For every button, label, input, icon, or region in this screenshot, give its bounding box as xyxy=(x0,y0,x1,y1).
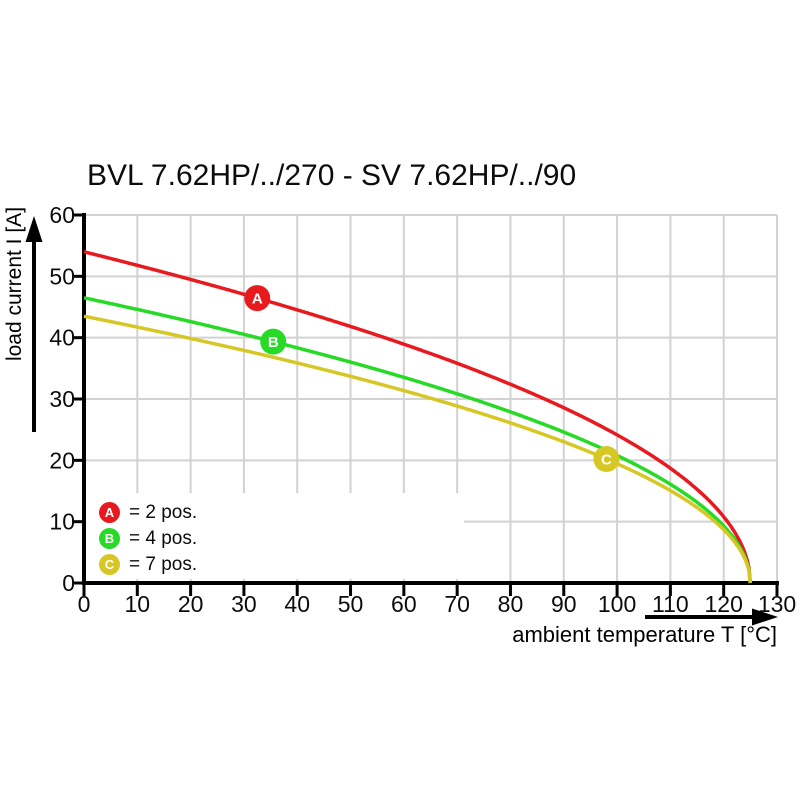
series-c-badge: C xyxy=(99,554,120,575)
tick-marks xyxy=(72,213,779,596)
y-tick-label: 20 xyxy=(49,447,75,473)
y-tick-label: 0 xyxy=(62,570,75,596)
y-tick-label: 60 xyxy=(49,202,75,228)
tick-labels: 0 10 20 30 40 50 60 70 80 90 100 110 120 130010203040… xyxy=(49,202,796,617)
x-tick-label: 40 xyxy=(284,591,310,617)
series-c-letter: C xyxy=(104,557,115,572)
curves xyxy=(83,250,753,584)
legend: A = 2 pos. B = 4 pos. C = 7 pos. xyxy=(99,502,197,575)
series-a-letter: A xyxy=(104,505,115,520)
x-axis-arrow-icon xyxy=(645,608,778,626)
series-a-badge: A xyxy=(99,502,120,523)
y-tick-label: 10 xyxy=(49,509,75,535)
curve-A xyxy=(83,250,753,584)
x-tick-label: 80 xyxy=(498,591,524,617)
x-tick-label: 50 xyxy=(338,591,364,617)
chart-canvas: 0 10 20 30 40 50 60 70 80 90 100 110 120 130010203040… xyxy=(25,202,796,626)
curve-B xyxy=(83,296,753,584)
x-tick-label: 30 xyxy=(231,591,257,617)
y-tick-label: 50 xyxy=(49,263,75,289)
x-tick-label: 90 xyxy=(551,591,577,617)
legend-background xyxy=(86,493,464,579)
legend-item-2pos: A = 2 pos. xyxy=(99,502,197,523)
y-axis-label: load current I [A] xyxy=(3,206,26,362)
legend-label-7pos: = 7 pos. xyxy=(129,553,198,575)
x-tick-label: 0 xyxy=(78,591,91,617)
curve-C xyxy=(83,314,753,584)
x-tick-label: 70 xyxy=(444,591,470,617)
curve-markers: A B C xyxy=(244,285,620,473)
svg-text:C: C xyxy=(601,452,612,469)
legend-label-4pos: = 4 pos. xyxy=(129,527,198,549)
series-b-badge: B xyxy=(99,528,120,549)
legend-label-2pos: = 2 pos. xyxy=(129,501,198,523)
x-tick-label: 20 xyxy=(178,591,204,617)
y-axis-arrow-icon xyxy=(25,216,43,432)
y-tick-label: 40 xyxy=(49,325,75,351)
curve-marker-B: B xyxy=(260,328,287,355)
legend-item-7pos: C = 7 pos. xyxy=(99,554,197,575)
curve-marker-C: C xyxy=(593,446,620,473)
x-tick-label: 110 xyxy=(652,591,689,617)
svg-text:A: A xyxy=(252,291,263,308)
x-tick-label: 100 xyxy=(598,591,636,617)
series-b-letter: B xyxy=(104,531,115,546)
x-axis-label: ambient temperature T [°C] xyxy=(512,622,777,647)
chart-title: BVL 7.62HP/../270 - SV 7.62HP/../90 xyxy=(87,159,577,192)
curve-marker-A: A xyxy=(244,285,271,312)
x-tick-label: 10 xyxy=(125,591,151,617)
axis-arrows xyxy=(25,216,778,626)
x-tick-label: 60 xyxy=(391,591,417,617)
legend-item-4pos: B = 4 pos. xyxy=(99,528,197,549)
x-tick-label: 120 xyxy=(705,591,743,617)
y-tick-label: 30 xyxy=(49,386,75,412)
svg-text:B: B xyxy=(268,334,279,351)
